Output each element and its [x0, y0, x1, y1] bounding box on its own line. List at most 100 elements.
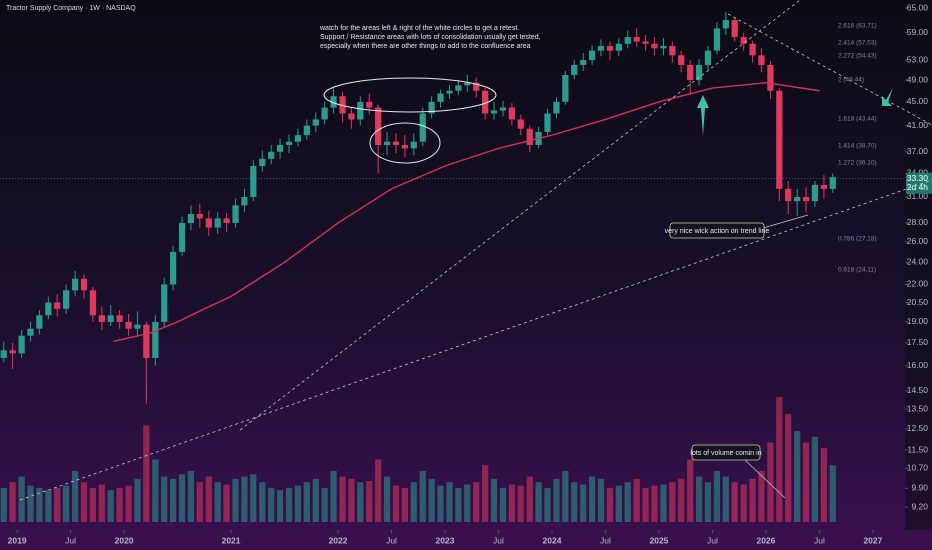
- candle-body: [633, 37, 640, 42]
- candle-body: [241, 196, 248, 206]
- x-tick-label: 2027: [863, 535, 882, 545]
- candle-body: [437, 93, 444, 102]
- x-tick-label: Jul: [493, 535, 504, 545]
- y-tick-label: 19.00: [907, 316, 929, 326]
- candle-body: [294, 135, 302, 142]
- volume-bar: [624, 482, 631, 522]
- candle-body: [366, 101, 373, 108]
- candle-body: [446, 90, 453, 94]
- volume-bar: [580, 484, 587, 522]
- candle-body: [410, 141, 417, 149]
- candle-body: [785, 188, 792, 202]
- y-tick-label: 22.00: [907, 279, 929, 289]
- price-axis-panel: [905, 0, 932, 530]
- y-tick-label: 16.00: [907, 360, 929, 370]
- candle-body: [588, 50, 596, 61]
- y-tick-label: 28.00: [907, 217, 929, 227]
- candle-body: [18, 335, 25, 354]
- candle-body: [36, 315, 43, 329]
- candle-body: [758, 55, 765, 65]
- volume-bar: [107, 490, 114, 522]
- candle-body: [669, 46, 676, 56]
- volume-bar: [660, 484, 667, 522]
- candle-body: [161, 284, 168, 322]
- y-tick-label: 24.00: [907, 257, 929, 267]
- trend-line: [19, 179, 932, 501]
- candle-body: [580, 60, 587, 65]
- y-tick-label: 45.00: [907, 96, 929, 106]
- candle-body: [544, 113, 551, 132]
- last-price-box: [906, 172, 932, 194]
- volume-bar: [811, 436, 819, 522]
- candle-body: [482, 90, 489, 114]
- candle-body: [276, 145, 284, 152]
- x-tick-label: 2020: [115, 535, 134, 545]
- candle-body: [490, 110, 498, 114]
- candle-body: [562, 74, 569, 102]
- candle-body: [660, 46, 667, 49]
- candle-body: [205, 218, 212, 228]
- volume-bar: [45, 490, 52, 522]
- candle-body: [571, 64, 578, 75]
- candle-body: [268, 151, 275, 159]
- volume-bar: [36, 487, 43, 522]
- volume-bar: [143, 425, 150, 522]
- volume-bar: [473, 482, 480, 522]
- volume-bar: [375, 459, 382, 522]
- candle-body: [597, 46, 605, 51]
- volume-bar: [606, 487, 614, 522]
- annotation: lots of volume comin in: [690, 450, 761, 457]
- arrow-up: [697, 95, 709, 136]
- volume-bar: [0, 487, 7, 522]
- y-tick-label: 14.50: [907, 385, 929, 395]
- y-tick-label: 9.90: [911, 483, 928, 493]
- y-tick-label: 65.00: [907, 2, 929, 12]
- callout-box: [669, 222, 765, 239]
- volume-bar: [749, 478, 756, 522]
- candle-body: [642, 41, 649, 44]
- volume-bar: [669, 482, 676, 522]
- volume-bar: [339, 476, 346, 522]
- volume-bar: [829, 465, 836, 522]
- volume-bar: [571, 482, 578, 522]
- y-tick-label: 12.50: [907, 423, 929, 433]
- x-tick-label: 2026: [756, 535, 775, 545]
- candle-body: [63, 290, 70, 309]
- volume-bar: [214, 482, 221, 522]
- candle-body: [401, 145, 409, 149]
- volume-bar: [437, 485, 444, 522]
- volume-bar: [383, 476, 391, 522]
- volume-bar: [321, 487, 328, 522]
- volume-bar: [704, 482, 712, 522]
- candle-body: [27, 328, 34, 336]
- volume-bar: [232, 478, 239, 522]
- candle-body: [553, 101, 560, 114]
- volume-bar: [633, 478, 640, 522]
- candle-body: [473, 82, 480, 91]
- circle-marker: [369, 122, 441, 164]
- fib-label: 2.272 (54.43): [838, 53, 877, 60]
- y-tick-label: 9.20: [911, 501, 928, 511]
- volume-bar: [27, 485, 34, 522]
- volume-bar: [713, 470, 721, 522]
- candle-body: [749, 43, 756, 56]
- y-tick-label: 31.00: [907, 191, 929, 201]
- volume-bar: [63, 485, 70, 522]
- candle-body: [508, 107, 515, 120]
- volume-bar: [794, 431, 801, 522]
- volume-bar: [401, 487, 409, 522]
- candle-body: [196, 213, 203, 219]
- candle-body: [348, 113, 355, 120]
- candle-body: [45, 302, 52, 316]
- annotation: especially when there are other things t…: [320, 43, 531, 50]
- y-tick-label: 11.50: [907, 444, 928, 454]
- candle-body: [767, 64, 774, 91]
- candle-body: [285, 141, 293, 146]
- volume-bar: [722, 476, 729, 522]
- volume-bar: [562, 470, 569, 522]
- candle-body: [713, 28, 721, 51]
- last-price-label: 33.30: [907, 173, 929, 183]
- candle-body: [125, 321, 132, 329]
